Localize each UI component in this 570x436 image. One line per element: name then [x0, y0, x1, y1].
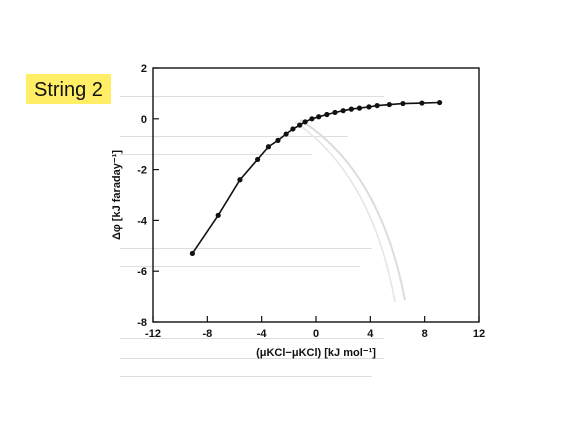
data-point [374, 102, 380, 109]
x-tick-label: 0 [313, 328, 319, 340]
data-point [237, 177, 243, 183]
y-tick-label: -2 [137, 165, 147, 177]
x-axis-title: (μKCl−μKCl) [kJ mol⁻¹] [256, 347, 376, 359]
background-arc [294, 121, 396, 303]
y-axis: 2 0 -2 -4 -6 -8 [137, 63, 159, 329]
y-tick-label: 2 [141, 63, 147, 75]
y-tick-label: -4 [137, 215, 148, 227]
y-tick-label: 0 [141, 114, 147, 126]
x-tick-label: -4 [257, 328, 268, 340]
data-point [386, 101, 392, 108]
data-point [356, 105, 363, 111]
data-point [275, 137, 281, 143]
x-tick-label: -12 [145, 328, 161, 340]
slide-label: String 2 [26, 74, 111, 104]
x-tick-label: -8 [202, 328, 212, 340]
data-point [419, 100, 425, 106]
x-tick-label: 4 [367, 328, 374, 340]
data-point [290, 126, 296, 132]
data-point [215, 212, 221, 218]
data-point [340, 108, 346, 114]
series-line [191, 101, 440, 254]
x-tick-label: 12 [473, 328, 485, 340]
x-tick-label: 8 [422, 328, 428, 340]
data-point [254, 156, 261, 163]
plot-frame [152, 67, 480, 323]
data-point [332, 109, 338, 116]
data-point [366, 104, 372, 110]
data-point [400, 100, 406, 107]
data-point [302, 119, 308, 125]
y-tick-label: -8 [137, 317, 147, 329]
y-tick-label: -6 [137, 266, 147, 278]
background-arc [299, 119, 406, 301]
data-point [265, 144, 272, 150]
x-axis: -12 -8 -4 0 4 8 12 [145, 316, 485, 340]
series-points [189, 99, 443, 257]
data-point [283, 131, 289, 137]
data-point [309, 116, 315, 122]
y-axis-title: Δφ [kJ faraday⁻¹] [111, 150, 123, 240]
data-point [189, 250, 195, 257]
data-point [348, 106, 354, 112]
data-point [324, 111, 330, 118]
data-point [297, 122, 303, 128]
data-point [437, 99, 443, 106]
data-point [316, 114, 322, 120]
